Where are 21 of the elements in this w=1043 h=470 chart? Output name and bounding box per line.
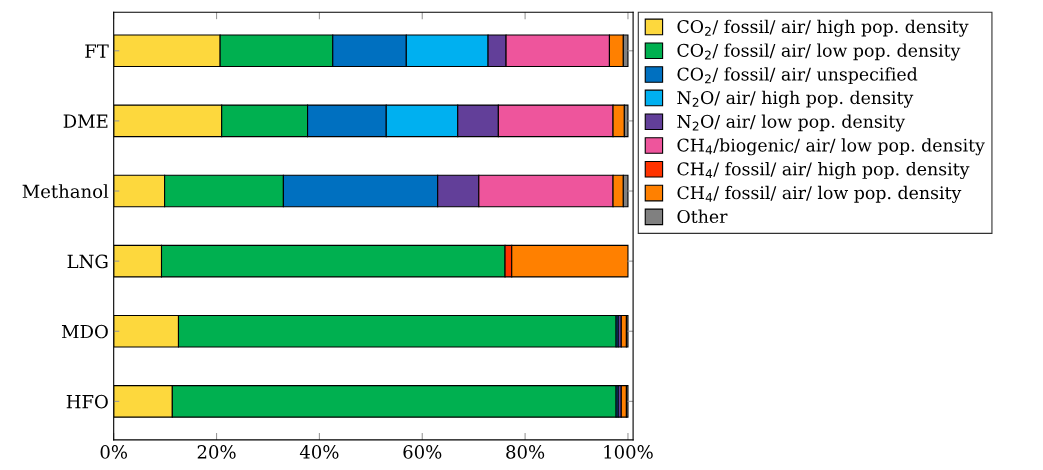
x-tick-label: 80% [506,445,545,459]
legend-label: CO$_{2}$/ fossil/ air/ low pop. density [677,43,961,61]
y-tick-label: Methanol [22,184,109,199]
x-tick-label: 60% [403,445,442,459]
y-tick-label: MDO [61,324,108,339]
y-tick-label: LNG [67,254,108,269]
x-tick-label: 40% [299,445,339,459]
x-tick-label: 100% [604,445,653,459]
legend-label: CH$_{4}$/biogenic/ air/ low pop. density [677,138,985,156]
legend-label: CH$_{4}$/ fossil/ air/ low pop. density [677,185,962,203]
legend-label: N$_{2}$O/ air/ high pop. density [677,90,914,108]
legend-label: CO$_{2}$/ fossil/ air/ high pop. density [677,19,969,37]
y-tick-label: DME [63,114,108,128]
legend-label: N$_{2}$O/ air/ low pop. density [677,114,906,132]
legend-label: CH$_{4}$/ fossil/ air/ high pop. density [677,162,970,180]
y-tick-label: FT [85,44,109,58]
x-tick-label: 20% [197,445,236,459]
x-tick-label: 0% [100,445,128,459]
legend-label: CO$_{2}$/ fossil/ air/ unspecified [677,67,918,85]
y-tick-label: HFO [66,394,108,409]
legend-label: Other [677,209,728,224]
